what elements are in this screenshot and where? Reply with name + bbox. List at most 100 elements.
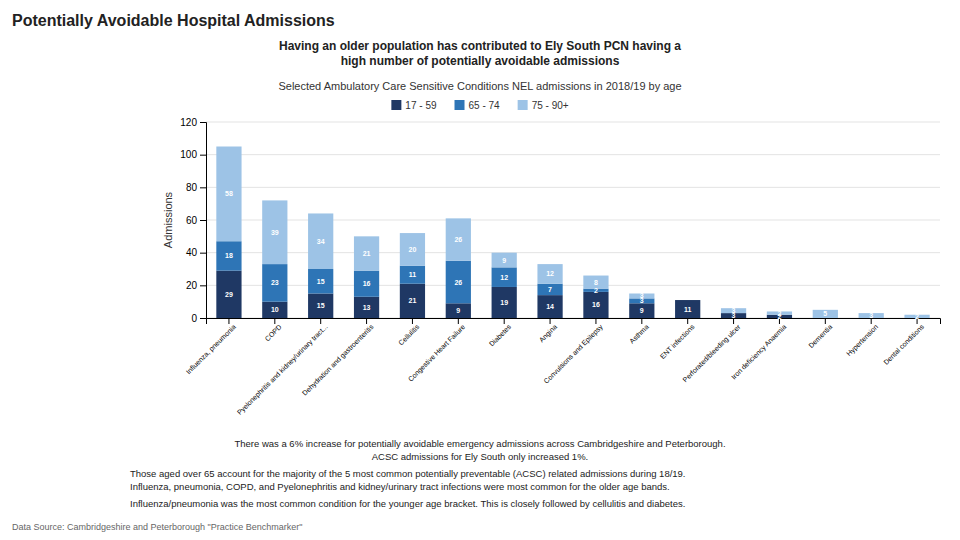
bar [262, 264, 287, 302]
bar [354, 271, 379, 297]
grid [206, 122, 940, 318]
tick-mark [320, 318, 321, 324]
bar [216, 147, 241, 242]
data-label: 13 [363, 304, 371, 311]
data-label: 21 [363, 250, 371, 257]
tick-label: Cellulitis [397, 323, 421, 347]
tick: Iron deficiency Anaemia [730, 318, 788, 381]
series [216, 147, 929, 319]
tick: Diabetes [488, 318, 513, 348]
bar [446, 303, 471, 318]
tick-label: Dehydration and gastroenteritis [301, 323, 376, 398]
tick-mark [200, 122, 206, 123]
tick-mark [366, 318, 367, 324]
legend-item: 17 - 59 [391, 100, 437, 111]
legend-item: 65 - 74 [455, 100, 501, 111]
grid-line [206, 154, 940, 155]
data-label: 34 [317, 238, 325, 245]
bar [492, 267, 517, 287]
tick-label: 20 [186, 280, 198, 291]
data-label: 21 [409, 297, 417, 304]
data-label: 12 [500, 274, 508, 281]
tick-mark [200, 318, 206, 319]
tick-mark [641, 318, 642, 324]
tick: ENT infections [659, 318, 696, 360]
annotation: There was a 6% increase for potentially … [234, 438, 725, 462]
data-label: 39 [271, 229, 279, 236]
tick: 100 [180, 149, 206, 160]
data-label: 7 [548, 286, 552, 293]
tick-label: Dementia [807, 323, 833, 349]
bar [354, 297, 379, 318]
bars [216, 147, 929, 319]
grid-line [206, 187, 940, 188]
series [216, 271, 792, 318]
tick: 80 [186, 182, 206, 193]
bar [354, 236, 379, 270]
tick-mark [687, 318, 688, 324]
tick: Asthma [628, 318, 650, 345]
bar [675, 300, 700, 318]
data-label: 23 [271, 279, 279, 286]
data-label: 2 [915, 313, 919, 320]
bar [308, 269, 333, 294]
tick-mark [458, 318, 459, 324]
tick: Hypertension [845, 318, 880, 358]
bar [308, 294, 333, 319]
tick-label: 100 [180, 149, 197, 160]
legend-label: 65 - 74 [469, 100, 501, 111]
data-label: 20 [409, 246, 417, 253]
bar [446, 218, 471, 260]
bar [262, 200, 287, 264]
legend-item: 75 - 90+ [518, 100, 569, 111]
y-axis-title: Admissions [162, 191, 174, 248]
data-label: 3 [869, 312, 873, 319]
bar [537, 295, 562, 318]
tick-mark [274, 318, 275, 324]
title: Potentially Avoidable Hospital Admission… [12, 12, 335, 29]
tick-label: Congestive Heart Failure [407, 323, 467, 383]
bar [813, 310, 838, 318]
tick-mark [200, 187, 206, 188]
tick: 60 [186, 215, 206, 226]
tick-label: Hypertension [845, 323, 880, 358]
plot: 0 20 40 60 80 100 120 Influenza, pneumonia COPDP… [180, 117, 940, 417]
annotation: Influenza/pneumonia was the most common … [130, 498, 685, 509]
bar [400, 284, 425, 318]
data-label: 11 [684, 306, 692, 313]
bar [492, 253, 517, 268]
axis-line [207, 319, 941, 325]
chart-title: Selected Ambulatory Care Sensitive Condi… [278, 80, 681, 92]
data-labels: 2910151321919141691132182315161126127235… [225, 190, 919, 320]
tick-label: ENT infections [659, 323, 696, 360]
tick-label: Pyelonephritis and kidney/urinary tract.… [236, 323, 330, 417]
legend-label: 17 - 59 [405, 100, 437, 111]
data-label: 11 [409, 271, 417, 278]
data-label: 2 [777, 310, 781, 317]
data-label: 3 [640, 292, 644, 299]
data-label: 15 [317, 278, 325, 285]
tick-label: 40 [186, 247, 198, 258]
tick-label: 120 [180, 117, 197, 128]
tick: Congestive Heart Failure [407, 318, 467, 384]
tick-mark [504, 318, 505, 324]
tick-label: 0 [191, 313, 197, 324]
tick: COPD [264, 318, 283, 342]
data-label: 2 [594, 287, 598, 294]
bar [629, 303, 654, 318]
tick-label: Influenza, pneumonia [185, 323, 238, 376]
data-label: 29 [225, 291, 233, 298]
chart: Potentially Avoidable Hospital Admission… [0, 0, 960, 540]
data-label: 8 [594, 279, 598, 286]
data-label: 12 [546, 270, 554, 277]
data-label: 5 [823, 310, 827, 317]
tick-mark [595, 318, 596, 324]
data-label: 26 [454, 279, 462, 286]
annotation: Those aged over 65 account for the major… [130, 468, 686, 492]
legend: 17 - 59 65 - 74 75 - 90+ [391, 100, 568, 111]
bar [400, 266, 425, 284]
bar [216, 271, 241, 318]
tick: Cellulitis [397, 318, 421, 346]
data-label: 18 [225, 252, 233, 259]
tick: Dementia [807, 318, 833, 349]
